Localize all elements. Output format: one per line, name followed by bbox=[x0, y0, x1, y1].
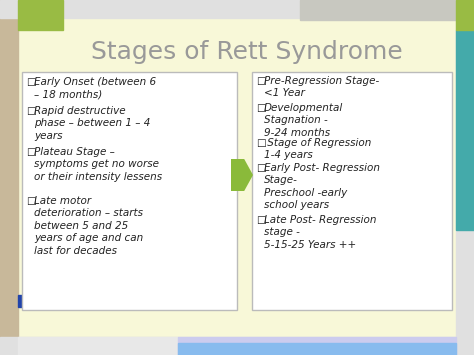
Text: □: □ bbox=[256, 103, 266, 113]
FancyBboxPatch shape bbox=[22, 72, 237, 310]
Bar bbox=[0, 0, 474, 18]
Bar bbox=[18, 337, 178, 355]
Bar bbox=[456, 0, 474, 355]
Text: Late Post- Regression
stage -
5-15-25 Years ++: Late Post- Regression stage - 5-15-25 Ye… bbox=[264, 215, 376, 250]
Bar bbox=[0, 0, 18, 355]
Text: □: □ bbox=[256, 163, 266, 173]
Text: Developmental
Stagnation -
9-24 months: Developmental Stagnation - 9-24 months bbox=[264, 103, 343, 138]
Text: Stages of Rett Syndrome: Stages of Rett Syndrome bbox=[91, 40, 403, 64]
Bar bbox=[456, 30, 474, 230]
Text: Plateau Stage –
symptoms get no worse
or their intensity lessens: Plateau Stage – symptoms get no worse or… bbox=[34, 147, 162, 182]
Bar bbox=[178, 337, 456, 355]
Polygon shape bbox=[231, 159, 253, 191]
Text: □: □ bbox=[26, 147, 36, 157]
Bar bbox=[178, 343, 456, 355]
Text: Early Onset (between 6
– 18 months): Early Onset (between 6 – 18 months) bbox=[34, 77, 156, 99]
Text: Stage of Regression
1-4 years: Stage of Regression 1-4 years bbox=[264, 138, 371, 160]
Text: Pre-Regression Stage-
<1 Year: Pre-Regression Stage- <1 Year bbox=[264, 76, 379, 98]
Text: □: □ bbox=[256, 76, 266, 86]
Text: Late motor
deterioration – starts
between 5 and 25
years of age and can
last for: Late motor deterioration – starts betwee… bbox=[34, 196, 143, 256]
Bar bbox=[18, 295, 28, 307]
Text: □: □ bbox=[26, 77, 36, 87]
Text: □: □ bbox=[256, 138, 266, 148]
Bar bbox=[0, 337, 474, 355]
Text: Rapid destructive
phase – between 1 – 4
years: Rapid destructive phase – between 1 – 4 … bbox=[34, 106, 150, 141]
FancyBboxPatch shape bbox=[252, 72, 452, 310]
Bar bbox=[300, 0, 456, 20]
Text: □: □ bbox=[26, 196, 36, 206]
Text: Early Post- Regression
Stage-
Preschool -early
school years: Early Post- Regression Stage- Preschool … bbox=[264, 163, 380, 210]
Text: □: □ bbox=[26, 106, 36, 116]
Bar bbox=[18, 18, 456, 337]
Bar bbox=[456, 0, 474, 30]
Text: □: □ bbox=[256, 215, 266, 225]
Bar bbox=[18, 0, 63, 30]
